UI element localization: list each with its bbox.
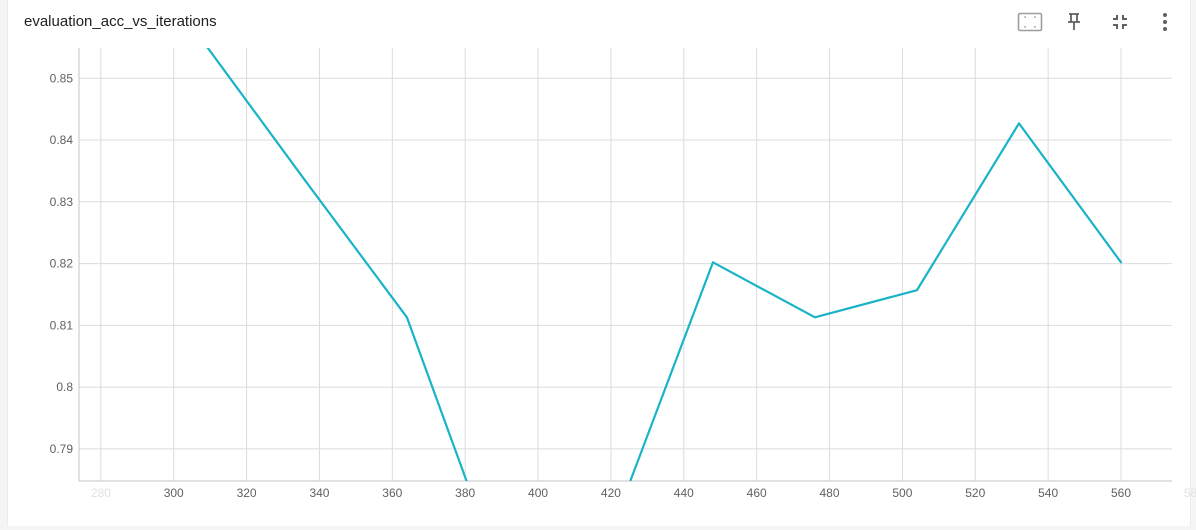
y-tick-label: 0.85 — [50, 71, 74, 85]
chart-title: evaluation_acc_vs_iterations — [24, 13, 217, 30]
card-header: evaluation_acc_vs_iterations — [8, 0, 1190, 44]
series-line[interactable] — [203, 41, 1123, 530]
x-tick-label: 480 — [820, 486, 840, 500]
x-tick-label: 340 — [309, 486, 329, 500]
series-group — [203, 41, 1123, 530]
y-tick-labels: 0.79 0.8 0.81 0.82 0.83 0.84 0.85 — [50, 71, 74, 456]
x-tick-labels: 280 300 320 340 360 380 400 420 440 460 480 500 520 5… — [91, 486, 1196, 500]
x-tick-label: 280 — [91, 486, 111, 500]
x-tick-label: 360 — [382, 486, 402, 500]
y-tick-label: 0.79 — [50, 442, 74, 456]
vertical-gridlines — [100, 48, 1122, 481]
x-tick-label: 440 — [674, 486, 694, 500]
x-tick-label: 580 — [1184, 486, 1196, 500]
x-tick-label: 500 — [892, 486, 912, 500]
chart-card: evaluation_acc_vs_iterations — [7, 0, 1191, 526]
fit-domain-button[interactable] — [1015, 8, 1045, 36]
x-tick-label: 540 — [1038, 486, 1058, 500]
y-tick-label: 0.83 — [50, 195, 74, 209]
horizontal-gridlines — [79, 77, 1172, 450]
y-tick-label: 0.84 — [50, 133, 74, 147]
collapse-button[interactable] — [1105, 8, 1135, 36]
pin-button[interactable] — [1059, 8, 1089, 36]
x-tick-label: 520 — [965, 486, 985, 500]
x-tick-label: 460 — [747, 486, 767, 500]
more-options-button[interactable] — [1150, 8, 1180, 36]
x-tick-label: 560 — [1111, 486, 1131, 500]
x-tick-label: 300 — [164, 486, 184, 500]
y-tick-label: 0.8 — [56, 380, 73, 394]
y-tick-label: 0.82 — [50, 257, 74, 271]
more-vert-icon — [1163, 13, 1167, 31]
x-tick-label: 400 — [528, 486, 548, 500]
fullscreen-exit-icon — [1113, 15, 1127, 29]
fit-to-data-icon — [1017, 12, 1043, 32]
x-tick-label: 320 — [237, 486, 257, 500]
pin-icon — [1068, 13, 1080, 30]
x-tick-label: 380 — [455, 486, 475, 500]
y-tick-label: 0.81 — [50, 318, 74, 332]
x-tick-label: 420 — [601, 486, 621, 500]
